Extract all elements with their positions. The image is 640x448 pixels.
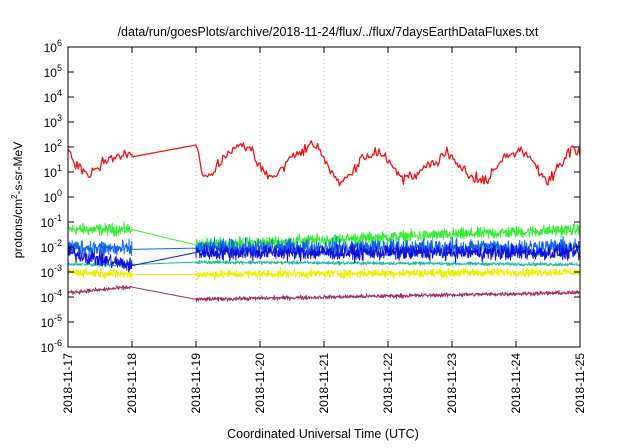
x-tick-label: 2018-11-21 [317,353,331,414]
y-ticks: 10-6 10-5 10-4 10-3 10-2 10-1 100 101 102 103 104 1… [41,38,580,355]
x-axis-label: Coordinated Universal Time (UTC) [227,427,419,441]
x-tick-label: 2018-11-19 [189,353,203,414]
series-line [67,285,581,302]
y-tick-label: 102 [44,138,62,155]
x-tick-label: 2018-11-24 [509,353,523,414]
svg-text:protons/cm2-s-sr-MeV: protons/cm2-s-sr-MeV [10,142,25,258]
x-tick-label: 2018-11-17 [61,353,75,414]
y-tick-label: 105 [44,63,62,80]
y-tick-label: 100 [44,188,62,205]
series-line [67,242,581,273]
x-tick-label: 2018-11-20 [253,353,267,414]
series-line [67,259,581,268]
y-tick-label: 10-5 [41,313,62,330]
y-tick-label: 10-6 [41,338,62,355]
series-layer [67,140,581,302]
x-tick-label: 2018-11-25 [573,353,587,414]
y-tick-label: 103 [44,113,62,130]
series-line [67,267,581,281]
y-tick-label: 10-4 [41,288,62,305]
y-tick-label: 10-3 [41,263,62,280]
x-ticks: 2018-11-17 2018-11-18 2018-11-19 2018-11-20… [61,47,587,414]
x-tick-label: 2018-11-18 [125,353,139,414]
chart-title: /data/run/goesPlots/archive/2018-11-24/f… [118,25,539,39]
y-tick-label: 10-2 [41,238,62,255]
x-tick-label: 2018-11-22 [381,353,395,414]
y-axis-label-prefix: protons/cm [11,199,25,258]
series-line [67,236,581,259]
y-axis-label-suffix: -s-sr-MeV [11,142,25,195]
y-tick-label: 101 [44,163,62,180]
y-tick-label: 104 [44,88,62,105]
y-tick-label: 106 [44,38,62,55]
y-axis-label: protons/cm2-s-sr-MeV [10,142,25,258]
y-tick-label: 10-1 [41,213,62,230]
series-line [67,140,581,187]
grid [131,47,517,347]
y-axis-label-sup: 2 [10,194,19,199]
x-tick-label: 2018-11-23 [445,353,459,414]
